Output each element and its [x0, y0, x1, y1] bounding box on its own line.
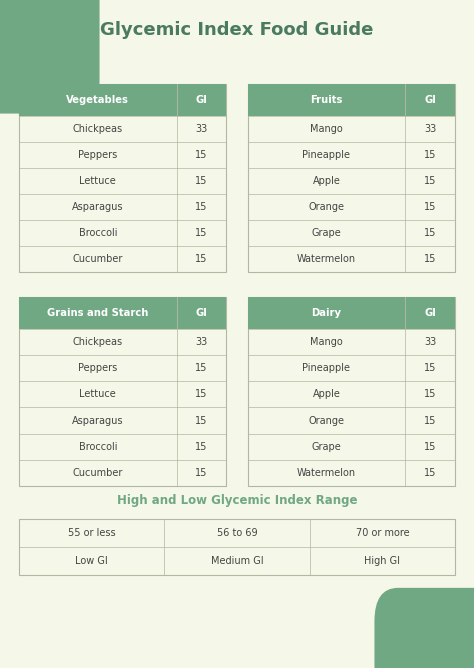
Text: Apple: Apple — [312, 389, 340, 399]
Text: Peppers: Peppers — [78, 363, 118, 373]
Text: Orange: Orange — [309, 202, 345, 212]
Text: 33: 33 — [424, 124, 436, 134]
Bar — [19, 84, 226, 272]
Bar — [247, 84, 455, 116]
Text: Orange: Orange — [309, 415, 345, 426]
Text: 15: 15 — [424, 442, 437, 452]
FancyBboxPatch shape — [374, 588, 474, 668]
Text: GI: GI — [195, 95, 208, 104]
Text: Watermelon: Watermelon — [297, 254, 356, 264]
Text: 15: 15 — [424, 415, 437, 426]
Text: 33: 33 — [195, 124, 208, 134]
Text: 56 to 69: 56 to 69 — [217, 528, 257, 538]
Bar — [247, 297, 455, 486]
Text: 15: 15 — [195, 468, 208, 478]
Text: Cucumber: Cucumber — [73, 254, 123, 264]
Text: 15: 15 — [195, 150, 208, 160]
Text: Lettuce: Lettuce — [79, 389, 116, 399]
Text: Mango: Mango — [310, 337, 343, 347]
Text: Watermelon: Watermelon — [297, 468, 356, 478]
Text: 15: 15 — [424, 363, 437, 373]
Text: Pineapple: Pineapple — [302, 150, 350, 160]
Text: Grape: Grape — [311, 228, 341, 238]
Text: Vegetables: Vegetables — [66, 95, 129, 104]
Text: Lettuce: Lettuce — [79, 176, 116, 186]
Text: 15: 15 — [424, 202, 437, 212]
Text: 15: 15 — [195, 442, 208, 452]
Text: GI: GI — [424, 309, 436, 318]
Text: 15: 15 — [424, 254, 437, 264]
Text: Peppers: Peppers — [78, 150, 118, 160]
Text: 15: 15 — [195, 389, 208, 399]
Text: Glycemic Index Food Guide: Glycemic Index Food Guide — [100, 21, 374, 39]
Text: 33: 33 — [424, 337, 436, 347]
Text: Asparagus: Asparagus — [72, 415, 124, 426]
Text: 15: 15 — [195, 176, 208, 186]
Text: 55 or less: 55 or less — [68, 528, 116, 538]
Text: Low GI: Low GI — [75, 556, 108, 566]
Text: Mango: Mango — [310, 124, 343, 134]
Bar — [19, 84, 226, 116]
Bar — [247, 297, 455, 329]
FancyBboxPatch shape — [0, 0, 100, 114]
Text: Medium GI: Medium GI — [210, 556, 264, 566]
Text: 15: 15 — [195, 363, 208, 373]
Text: Grains and Starch: Grains and Starch — [47, 309, 148, 318]
Text: 15: 15 — [195, 254, 208, 264]
Text: Apple: Apple — [312, 176, 340, 186]
Text: Broccoli: Broccoli — [79, 442, 117, 452]
Text: Broccoli: Broccoli — [79, 228, 117, 238]
Text: Dairy: Dairy — [311, 309, 341, 318]
Bar — [247, 84, 455, 272]
Text: High and Low Glycemic Index Range: High and Low Glycemic Index Range — [117, 494, 357, 507]
Text: 15: 15 — [424, 468, 437, 478]
Text: 15: 15 — [195, 202, 208, 212]
Text: 70 or more: 70 or more — [356, 528, 409, 538]
Bar — [19, 297, 226, 486]
Text: Grape: Grape — [311, 442, 341, 452]
Text: 15: 15 — [424, 228, 437, 238]
Text: 15: 15 — [195, 228, 208, 238]
Text: 15: 15 — [424, 389, 437, 399]
Bar — [19, 519, 455, 575]
Text: Fruits: Fruits — [310, 95, 343, 104]
Text: 15: 15 — [424, 150, 437, 160]
Text: 15: 15 — [424, 176, 437, 186]
Text: Chickpeas: Chickpeas — [73, 124, 123, 134]
Text: Pineapple: Pineapple — [302, 363, 350, 373]
Text: GI: GI — [195, 309, 208, 318]
Text: 33: 33 — [195, 337, 208, 347]
Text: High GI: High GI — [365, 556, 401, 566]
Text: Asparagus: Asparagus — [72, 202, 124, 212]
Bar — [19, 297, 226, 329]
Text: Chickpeas: Chickpeas — [73, 337, 123, 347]
Text: Cucumber: Cucumber — [73, 468, 123, 478]
Text: 15: 15 — [195, 415, 208, 426]
Text: GI: GI — [424, 95, 436, 104]
